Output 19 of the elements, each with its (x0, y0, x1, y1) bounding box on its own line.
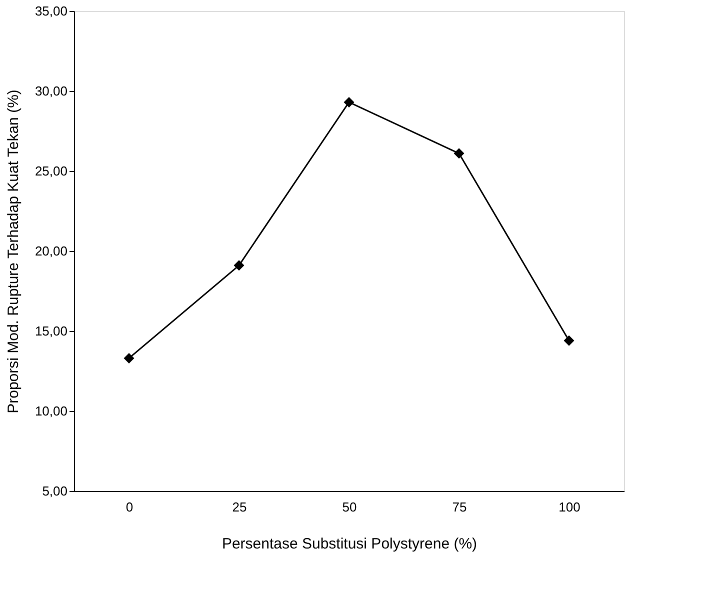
point (344, 96, 354, 108)
y-tick-label: 20,00 (34, 244, 68, 258)
point (454, 148, 464, 159)
y-tick-label: 30,00 (34, 84, 68, 98)
x-axis-title: Persentase Substitusi Polystyrene (%) (222, 536, 478, 552)
x-tick-label: 25 (232, 500, 247, 514)
y-tick-label: 35,00 (34, 4, 68, 18)
point (124, 352, 134, 364)
y-tick-label: 15,00 (34, 324, 68, 338)
y-tick-label: 10,00 (34, 404, 68, 418)
x-tick-label: 0 (126, 500, 134, 514)
point (234, 260, 244, 271)
y-tick-label: 25,00 (34, 164, 68, 178)
x-tick-label: 50 (342, 500, 357, 514)
y-tick-label: 5,00 (42, 484, 68, 498)
x-tick-label: 100 (558, 500, 580, 514)
y-axis-title: Proporsi Mod. Rupture Terhadap Kuat Tekan (%) (4, 90, 22, 414)
point (564, 335, 574, 346)
x-tick-label: 75 (452, 500, 467, 514)
